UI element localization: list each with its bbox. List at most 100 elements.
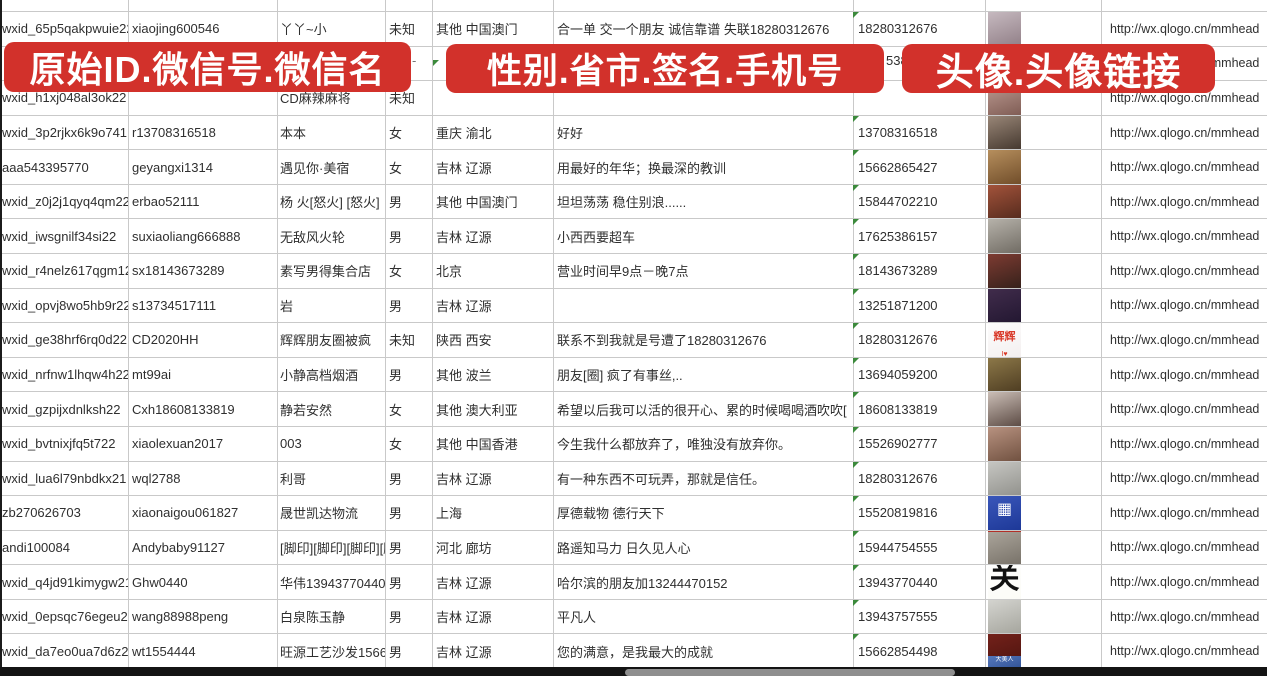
- cell-wechat-number[interactable]: r13708316518: [132, 125, 216, 141]
- cell-original-id[interactable]: wxid_z0j2j1qyq4qm22: [2, 194, 128, 210]
- avatar-image[interactable]: ▦: [988, 496, 1021, 530]
- cell-wechat-number[interactable]: geyangxi1314: [132, 159, 213, 175]
- cell-wechat-number[interactable]: xiaonaigou061827: [132, 505, 239, 521]
- cell-province-city[interactable]: 吉林 辽源: [436, 229, 492, 245]
- cell-province-city[interactable]: 吉林 辽源: [436, 471, 492, 487]
- cell-province-city[interactable]: 陕西 西安: [436, 333, 492, 349]
- avatar-image[interactable]: [988, 115, 1021, 150]
- cell-avatar-link[interactable]: http://wx.qlogo.cn/mmhead: [1110, 402, 1260, 417]
- cell-wechat-name[interactable]: 丫丫~小: [280, 22, 327, 38]
- cell-avatar-link[interactable]: http://wx.qlogo.cn/mmhead: [1110, 540, 1260, 555]
- cell-avatar[interactable]: [985, 599, 1101, 634]
- cell-wechat-number[interactable]: suxiaoliang666888: [132, 228, 241, 244]
- cell-province-city[interactable]: 其他 波兰: [436, 368, 492, 384]
- cell-wechat-name[interactable]: 岩: [280, 298, 294, 314]
- cell-original-id[interactable]: wxid_da7eo0ua7d6z22: [2, 643, 128, 659]
- cell-province-city[interactable]: 其他 澳大利亚: [436, 402, 518, 418]
- cell-avatar-link[interactable]: http://wx.qlogo.cn/mmhead: [1110, 471, 1260, 486]
- cell-phone-number[interactable]: 15844702210: [853, 184, 985, 219]
- cell-signature[interactable]: 合一单 交一个朋友 诚信靠谱 失联18280312676: [557, 22, 830, 38]
- cell-avatar[interactable]: [985, 12, 1101, 46]
- cell-wechat-name[interactable]: 003: [280, 436, 302, 452]
- cell-wechat-number[interactable]: wang88988peng: [132, 609, 229, 625]
- cell-phone-number[interactable]: 17625386157: [853, 219, 985, 253]
- cell-phone-number[interactable]: 13251871200: [853, 288, 985, 323]
- cell-original-id[interactable]: wxid_h1xj048al3ok22: [2, 90, 127, 106]
- cell-gender[interactable]: 未知: [389, 333, 416, 349]
- cell-phone-number[interactable]: 15662865427: [853, 150, 985, 184]
- cell-gender[interactable]: 女: [389, 264, 403, 280]
- cell-avatar-link[interactable]: http://wx.qlogo.cn/mmhead: [1110, 90, 1260, 105]
- cell-wechat-name[interactable]: 旺源工艺沙发15662854: [280, 644, 385, 660]
- avatar-image[interactable]: 大美人: [988, 656, 1021, 667]
- cell-gender[interactable]: 未知: [389, 91, 416, 107]
- cell-signature[interactable]: 好好: [557, 126, 584, 142]
- cell-wechat-number[interactable]: wt1554444: [132, 643, 196, 659]
- cell-avatar-link[interactable]: http://wx.qlogo.cn/mmhead: [1110, 263, 1260, 278]
- cell-signature[interactable]: 坦坦荡荡 稳住别浪......: [557, 195, 687, 211]
- cell-province-city[interactable]: 北京: [436, 264, 463, 280]
- cell-gender[interactable]: 女: [389, 126, 403, 142]
- cell-wechat-number[interactable]: Andybaby91127: [132, 539, 226, 555]
- cell-original-id[interactable]: aaa543395770: [2, 159, 89, 175]
- cell-signature[interactable]: [553, 289, 853, 323]
- avatar-image[interactable]: 关: [988, 565, 1021, 599]
- cell-avatar-link[interactable]: http://wx.qlogo.cn/mmhead: [1110, 194, 1260, 209]
- cell-original-id[interactable]: andi100084: [2, 539, 70, 555]
- cell-signature[interactable]: 有一种东西不可玩弄，那就是信任。: [557, 471, 766, 487]
- cell-phone-number[interactable]: 13943757555: [853, 599, 985, 634]
- cell-gender[interactable]: 男: [389, 506, 403, 522]
- cell-avatar-link[interactable]: http://wx.qlogo.cn/mmhead: [1110, 575, 1260, 590]
- avatar-image[interactable]: [988, 530, 1021, 565]
- cell-province-city[interactable]: 其他 中国澳门: [436, 22, 518, 38]
- cell-province-city[interactable]: 其他 中国澳门: [436, 195, 518, 211]
- cell-province-city[interactable]: 上海: [436, 506, 463, 522]
- avatar-image[interactable]: [988, 392, 1021, 426]
- cell-phone-number[interactable]: 13694059200: [853, 357, 985, 392]
- cell-gender[interactable]: 未知: [389, 22, 416, 38]
- cell-signature[interactable]: 朋友[圈] 疯了有事丝,..: [557, 368, 683, 384]
- cell-gender[interactable]: 男: [389, 471, 403, 487]
- cell-wechat-name[interactable]: 利哥: [280, 471, 307, 487]
- cell-original-id[interactable]: wxid_opvj8wo5hb9r22: [2, 297, 128, 313]
- cell-wechat-name[interactable]: 素写男得集合店: [280, 264, 372, 280]
- cell-phone-number[interactable]: 15662854498: [853, 634, 985, 668]
- cell-wechat-name[interactable]: 辉辉朋友圈被疯: [280, 333, 372, 349]
- cell-signature[interactable]: 营业时间早9点－晚7点: [557, 264, 689, 280]
- cell-avatar-link[interactable]: http://wx.qlogo.cn/mmhead: [1110, 332, 1260, 347]
- cell-gender[interactable]: 女: [389, 160, 403, 176]
- cell-phone-number[interactable]: 18280312676: [853, 323, 985, 357]
- cell-gender[interactable]: 男: [389, 610, 403, 626]
- cell-original-id[interactable]: wxid_r4nelz617qgm12: [2, 263, 128, 279]
- cell-province-city[interactable]: 其他 中国香港: [436, 437, 518, 453]
- cell-original-id[interactable]: wxid_iwsgnilf34si22: [2, 228, 117, 244]
- cell-wechat-name[interactable]: 白泉陈玉静: [280, 610, 346, 626]
- cell-phone-number[interactable]: 13708316518: [853, 115, 985, 150]
- cell-province-city[interactable]: 重庆 渝北: [436, 126, 492, 142]
- cell-gender[interactable]: 男: [389, 298, 403, 314]
- cell-gender[interactable]: 男: [389, 229, 403, 245]
- cell-gender[interactable]: 男: [389, 368, 403, 384]
- cell-avatar-link[interactable]: http://wx.qlogo.cn/mmhead: [1110, 229, 1260, 244]
- cell-wechat-number[interactable]: sx18143673289: [132, 263, 225, 279]
- cell-avatar[interactable]: [985, 150, 1101, 184]
- avatar-image[interactable]: [988, 426, 1021, 461]
- cell-signature[interactable]: 联系不到我就是号遭了18280312676: [557, 333, 767, 349]
- avatar-image[interactable]: [988, 599, 1021, 634]
- cell-original-id[interactable]: wxid_nrfnw1lhqw4h22: [2, 367, 128, 383]
- cell-wechat-number[interactable]: Ghw0440: [132, 574, 188, 590]
- cell-wechat-number[interactable]: CD2020HH: [132, 332, 199, 348]
- cell-wechat-name[interactable]: 无敌风火轮: [280, 229, 346, 245]
- cell-avatar[interactable]: 关: [985, 565, 1101, 599]
- cell-avatar-link[interactable]: http://wx.qlogo.cn/mmhead: [1110, 609, 1260, 624]
- cell-avatar-link[interactable]: http://wx.qlogo.cn/mmhead: [1110, 21, 1260, 36]
- cell-avatar[interactable]: [985, 530, 1101, 565]
- cell-gender[interactable]: 男: [389, 195, 403, 211]
- cell-original-id[interactable]: wxid_gzpijxdnlksh22: [2, 401, 121, 417]
- cell-avatar[interactable]: [985, 115, 1101, 150]
- cell-signature[interactable]: 希望以后我可以活的很开心、累的时候喝喝酒吹吹[: [557, 402, 847, 418]
- cell-original-id[interactable]: wxid_ge38hrf6rq0d22: [2, 332, 128, 348]
- cell-avatar-link[interactable]: http://wx.qlogo.cn/mmhead: [1110, 160, 1260, 175]
- cell-avatar[interactable]: ▦: [985, 496, 1101, 530]
- cell-avatar-link[interactable]: http://wx.qlogo.cn/mmhead: [1110, 644, 1260, 659]
